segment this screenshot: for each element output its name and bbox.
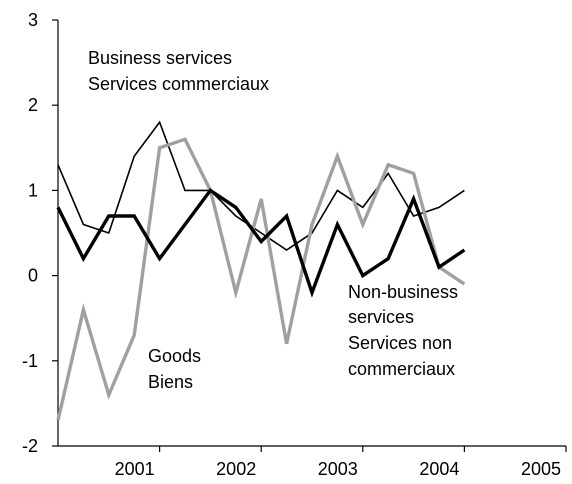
series-line-nonbusiness [56, 188, 466, 298]
annotation-nonbusiness-line-4: commerciaux [348, 359, 455, 379]
annotation-goods-line-2: Biens [148, 372, 193, 392]
x-tick-label: 2001 [115, 459, 155, 479]
y-tick-label: 2 [28, 95, 38, 115]
x-tick-label: 2002 [216, 459, 256, 479]
y-tick-label: 1 [28, 180, 38, 200]
series-line-goods [56, 137, 466, 421]
y-tick-label: 3 [28, 10, 38, 30]
annotation-business-line-1: Business services [88, 48, 232, 68]
y-tick-label: -2 [22, 436, 38, 456]
series-line-business [57, 120, 465, 251]
annotation-nonbusiness-line-3: Services non [348, 333, 452, 353]
y-tick-label: -1 [22, 351, 38, 371]
annotation-goods-line-1: Goods [148, 346, 201, 366]
x-tick-label: 2005 [521, 459, 561, 479]
annotation-business: Business services Services commerciaux [88, 48, 269, 94]
annotation-goods: Goods Biens [148, 346, 201, 392]
annotation-nonbusiness-line-1: Non-business [348, 282, 458, 302]
x-tick-label: 2004 [419, 459, 459, 479]
x-tick-label: 2003 [318, 459, 358, 479]
annotation-nonbusiness: Non-business services Services non comme… [348, 282, 458, 379]
annotation-nonbusiness-line-2: services [348, 307, 414, 327]
annotation-business-line-2: Services commerciaux [88, 74, 269, 94]
y-tick-label: 0 [28, 266, 38, 286]
series-lines [56, 120, 466, 421]
axes: -2 -1 0 1 2 3 2001 2002 2003 2004 2005 [22, 10, 567, 479]
